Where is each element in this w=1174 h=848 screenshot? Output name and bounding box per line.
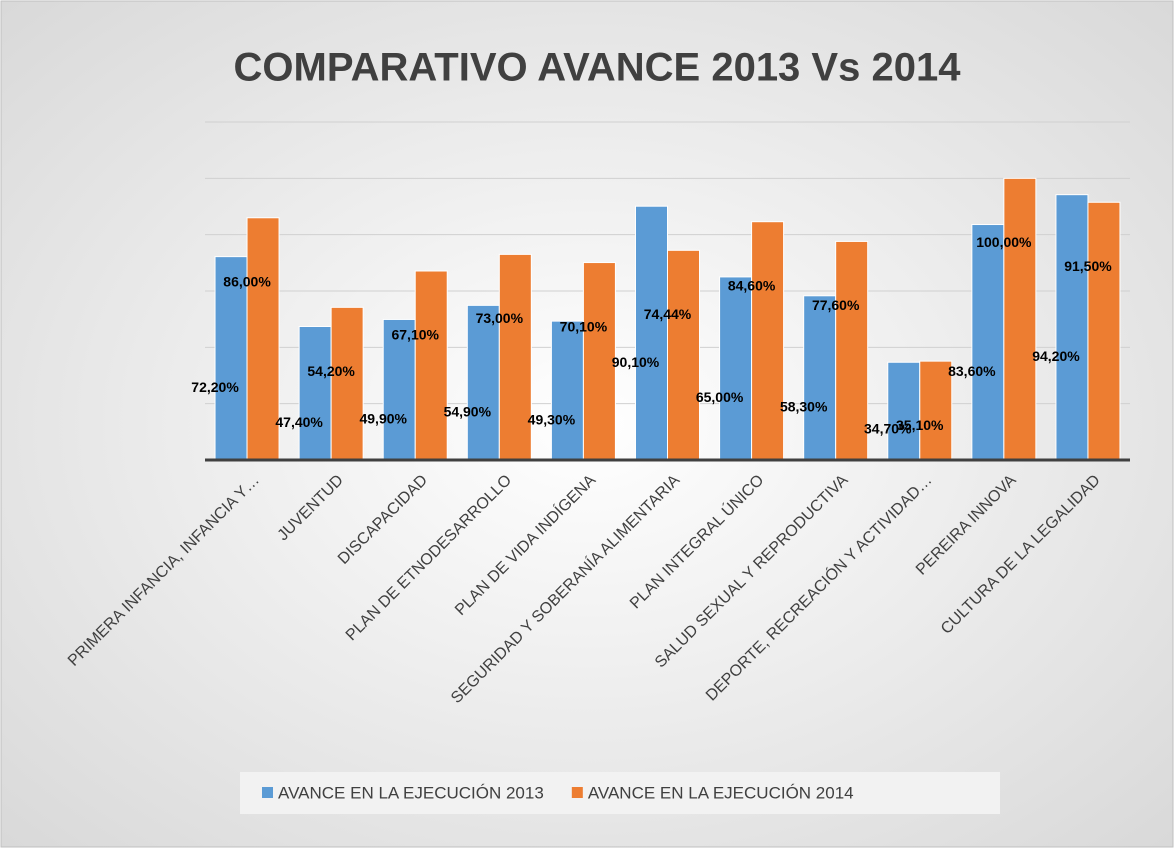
bar xyxy=(1087,201,1121,461)
data-label: 91,50% xyxy=(1064,258,1112,274)
legend-swatch xyxy=(571,787,583,798)
data-label: 67,10% xyxy=(391,327,439,343)
data-label: 90,10% xyxy=(612,354,660,370)
data-label: 84,60% xyxy=(728,277,776,293)
bar xyxy=(582,262,616,461)
data-label: 77,60% xyxy=(812,297,860,313)
bar xyxy=(751,221,785,461)
data-label: 49,90% xyxy=(359,410,407,426)
bar xyxy=(214,256,248,461)
bar xyxy=(887,361,921,461)
data-label: 73,00% xyxy=(476,310,524,326)
data-label: 34,70% xyxy=(864,421,912,437)
bar xyxy=(550,320,584,461)
data-label: 65,00% xyxy=(696,389,744,405)
data-label: 54,20% xyxy=(307,363,355,379)
bar xyxy=(919,360,953,461)
bar xyxy=(498,253,532,461)
data-label: 70,10% xyxy=(560,318,608,334)
data-label: 100,00% xyxy=(976,234,1032,250)
bar xyxy=(803,295,837,461)
data-label: 72,20% xyxy=(191,379,239,395)
bar xyxy=(466,304,500,461)
legend-box xyxy=(240,772,1000,814)
bar xyxy=(719,276,753,461)
legend-swatch xyxy=(262,787,273,798)
data-label: 47,40% xyxy=(275,414,323,430)
bar xyxy=(667,249,700,461)
bar xyxy=(971,224,1005,461)
bar xyxy=(414,270,448,461)
legend-label: AVANCE EN LA EJECUCIÓN 2013 xyxy=(278,783,544,802)
data-label: 58,30% xyxy=(780,399,828,415)
legend-label: AVANCE EN LA EJECUCIÓN 2014 xyxy=(588,783,854,802)
data-label: 74,44% xyxy=(644,306,692,322)
data-label: 94,20% xyxy=(1032,348,1080,364)
bar xyxy=(1003,177,1037,461)
bar xyxy=(635,205,668,461)
bar xyxy=(835,240,869,461)
bar xyxy=(246,217,280,461)
bar xyxy=(330,306,364,461)
bar xyxy=(1055,194,1089,461)
data-label: 86,00% xyxy=(223,273,271,289)
data-label: 83,60% xyxy=(948,363,996,379)
data-label: 49,30% xyxy=(528,411,576,427)
bar xyxy=(298,325,332,461)
data-label: 35,10% xyxy=(896,417,944,433)
data-label: 54,90% xyxy=(444,403,492,419)
chart-title: COMPARATIVO AVANCE 2013 Vs 2014 xyxy=(234,46,962,90)
